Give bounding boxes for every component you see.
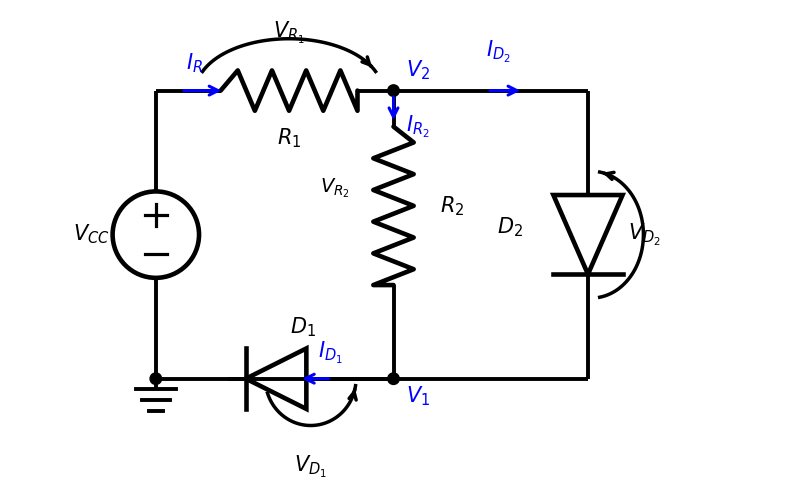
Text: $V_{R_1}$: $V_{R_1}$	[273, 20, 305, 46]
Text: $I_R$: $I_R$	[186, 51, 202, 75]
Text: $R_1$: $R_1$	[277, 127, 301, 150]
Text: $R_2$: $R_2$	[440, 194, 464, 218]
Text: $V_1$: $V_1$	[406, 384, 430, 408]
Circle shape	[388, 373, 399, 384]
Text: $I_{D_1}$: $I_{D_1}$	[318, 340, 343, 366]
Text: $V_{D_2}$: $V_{D_2}$	[627, 222, 660, 248]
Circle shape	[150, 373, 161, 384]
Text: $V_{R_2}$: $V_{R_2}$	[320, 176, 350, 199]
Text: $D_2$: $D_2$	[497, 216, 523, 239]
Text: $V_2$: $V_2$	[406, 59, 430, 82]
Text: $I_{D_2}$: $I_{D_2}$	[486, 39, 510, 65]
Text: $I_{R_2}$: $I_{R_2}$	[406, 114, 430, 140]
Text: $D_1$: $D_1$	[290, 316, 316, 339]
Text: $V_{D_1}$: $V_{D_1}$	[294, 454, 327, 481]
Circle shape	[388, 85, 399, 96]
Text: $V_{CC}$: $V_{CC}$	[72, 223, 109, 246]
